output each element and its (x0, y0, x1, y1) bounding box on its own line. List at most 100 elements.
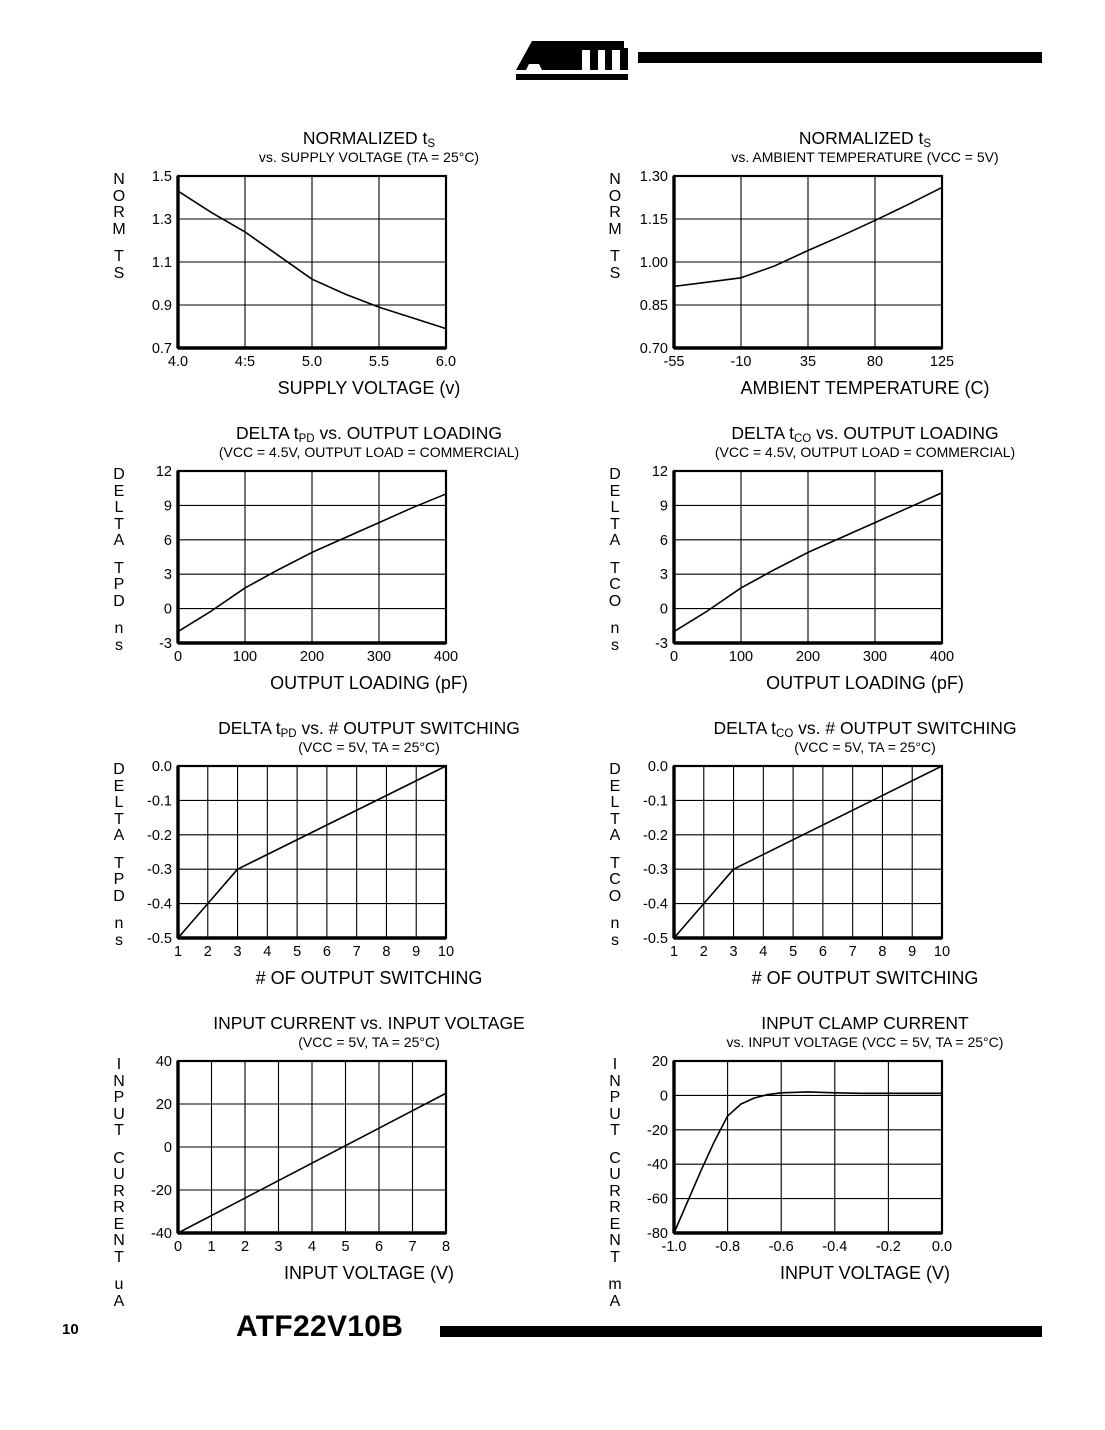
y-axis-title-char: n (114, 915, 124, 932)
x-tick-label: 2 (241, 1239, 249, 1255)
y-axis-title-char: P (113, 1089, 125, 1106)
x-tick-label: 4 (759, 944, 767, 960)
y-axis-title-char: C (113, 1149, 125, 1167)
y-axis-title-char: I (612, 1056, 618, 1073)
y-tick-label: 6 (660, 533, 668, 549)
y-tick-label: 0 (660, 602, 668, 618)
x-tick-label: 300 (367, 649, 391, 665)
page-header (0, 0, 1105, 110)
chart-title-subscript: PD (280, 728, 297, 740)
y-axis-title-char: O (112, 187, 126, 205)
y-tick-label: 0.0 (648, 759, 668, 775)
plot-wrapper: 40 20 0 -20 -40 0 1 2 3 4 5 6 7 8 (134, 1053, 462, 1259)
x-tick-label: 10 (438, 944, 454, 960)
x-tick-label: -10 (731, 354, 752, 370)
data-series-line (673, 186, 943, 288)
y-axis-title-gap (604, 550, 626, 561)
y-tick-label: 20 (156, 1097, 172, 1113)
y-tick-label: 0.85 (640, 298, 668, 314)
x-tick-label: 5 (341, 1239, 349, 1255)
y-axis-title-char: D (113, 592, 125, 610)
y-axis-title-char: T (610, 559, 620, 577)
y-axis-title-char: n (114, 620, 124, 637)
y-axis-title-char: C (609, 1149, 621, 1167)
y-axis-title-char: T (610, 1248, 620, 1266)
chart-row: INPUT CURRENT vs. INPUT VOLTAGE (VCC = 5V… (0, 1013, 1105, 1310)
x-tick-label: 1 (207, 1239, 215, 1255)
y-axis-title-char: s (115, 931, 123, 949)
x-axis-title: # OF OUTPUT SWITCHING (751, 968, 979, 988)
chart-subtitle: vs. AMBIENT TEMPERATURE (VCC = 5V) (731, 149, 999, 165)
y-tick-label: -0.1 (643, 793, 668, 809)
y-axis-title-char: s (115, 636, 123, 654)
header-rule (638, 52, 1042, 63)
y-tick-label: 9 (660, 498, 668, 514)
y-axis-title-gap (108, 845, 130, 856)
y-axis-title-char: E (609, 482, 621, 500)
y-axis-title-char: s (611, 931, 619, 949)
y-tick-label: -60 (647, 1192, 668, 1208)
y-tick-label: -3 (655, 636, 668, 652)
plot-wrapper: 0.0 -0.1 -0.2 -0.3 -0.4 -0.5 1 2 3 4 5 6 7 8 9 10 (630, 758, 958, 964)
y-axis-title-char: T (610, 1122, 620, 1139)
x-tick-label: 6 (375, 1239, 383, 1255)
plot-wrapper: 20 0 -20 -40 -60 -80 -1.0 -0.8 -0.6 -0.4 -0.2 0.0 (630, 1053, 958, 1259)
x-tick-label: -1.0 (662, 1239, 687, 1255)
y-axis-title-char: R (609, 204, 621, 221)
y-axis-title-char: U (609, 1105, 621, 1123)
x-tick-label: 3 (234, 944, 242, 960)
y-axis-title-char: s (611, 636, 619, 654)
x-tick-label: 80 (867, 354, 883, 370)
chart-title: INPUT CURRENT vs. INPUT VOLTAGE (213, 1013, 525, 1033)
footer-rule (440, 1326, 1042, 1337)
chart-title: INPUT CLAMP CURRENT (761, 1013, 969, 1033)
plot-wrapper: 12 9 6 3 0 -3 0 100 200 300 400 (134, 463, 462, 669)
y-axis-title-char: N (609, 1072, 621, 1090)
plot-wrapper: 12 9 6 3 0 -3 0 100 200 300 400 (630, 463, 958, 669)
y-axis-title-char: n (610, 915, 620, 932)
y-axis-title-char: D (113, 887, 125, 905)
plot-frame (176, 764, 448, 940)
y-tick-label: -0.3 (147, 862, 172, 878)
x-tick-label: 9 (908, 944, 916, 960)
x-tick-label: 5 (789, 944, 797, 960)
x-tick-label: 6.0 (436, 354, 456, 370)
chart-input-current-vs-input-voltage: INPUT CURRENT vs. INPUT VOLTAGE (VCC = 5V… (108, 1013, 608, 1310)
y-tick-label: 1.1 (152, 255, 172, 271)
chart-title-subscript: CO (776, 728, 794, 740)
plot-area: 1.30 1.15 1.00 0.85 0.70-55 -10 35 80 125 (640, 169, 954, 370)
y-axis-title-char: m (608, 1276, 622, 1293)
chart-subtitle: (VCC = 5V, TA = 25°C) (298, 1034, 440, 1050)
y-axis-title-char: R (609, 1199, 621, 1216)
chart-delta-tpd-vs-num-output-switching: DELTA tPD vs. # OUTPUT SWITCHING (VCC = 5… (108, 718, 608, 1013)
plot-area: 1.5 1.3 1.1 0.9 0.74.0 4:5 5.0 5.5 6.0 (152, 169, 456, 370)
charts-container: NORMALIZED tS vs. SUPPLY VOLTAGE (TA = 25… (0, 128, 1105, 1310)
chart-title: DELTA tPD vs. OUTPUT LOADING (236, 423, 502, 445)
y-tick-label: -0.5 (147, 931, 172, 947)
data-series-line (177, 190, 447, 330)
data-series-line (673, 491, 943, 633)
part-number: ATF22V10B (236, 1310, 404, 1343)
y-axis-title-char: O (608, 592, 622, 610)
y-axis-title-char: L (610, 499, 620, 516)
y-axis-title-gap (604, 1140, 626, 1151)
x-tick-label: 400 (434, 649, 458, 665)
x-tick-label: 5.5 (369, 354, 389, 370)
x-tick-label: -0.6 (769, 1239, 794, 1255)
y-axis-title-char: S (609, 264, 621, 282)
y-tick-label: -20 (647, 1123, 668, 1139)
y-tick-label: -3 (159, 636, 172, 652)
x-tick-label: 4 (263, 944, 271, 960)
y-axis-title-char: P (113, 871, 125, 888)
x-tick-label: 10 (934, 944, 950, 960)
y-axis-title-char: M (112, 220, 126, 238)
y-tick-label: 0.7 (152, 341, 172, 357)
y-axis-title-char: T (114, 559, 124, 577)
data-series-line (177, 765, 447, 939)
x-tick-label: 3 (274, 1239, 282, 1255)
x-axis-title: # OF OUTPUT SWITCHING (255, 968, 483, 988)
y-axis-title-char: T (114, 1122, 124, 1139)
y-tick-label: -80 (647, 1226, 668, 1242)
